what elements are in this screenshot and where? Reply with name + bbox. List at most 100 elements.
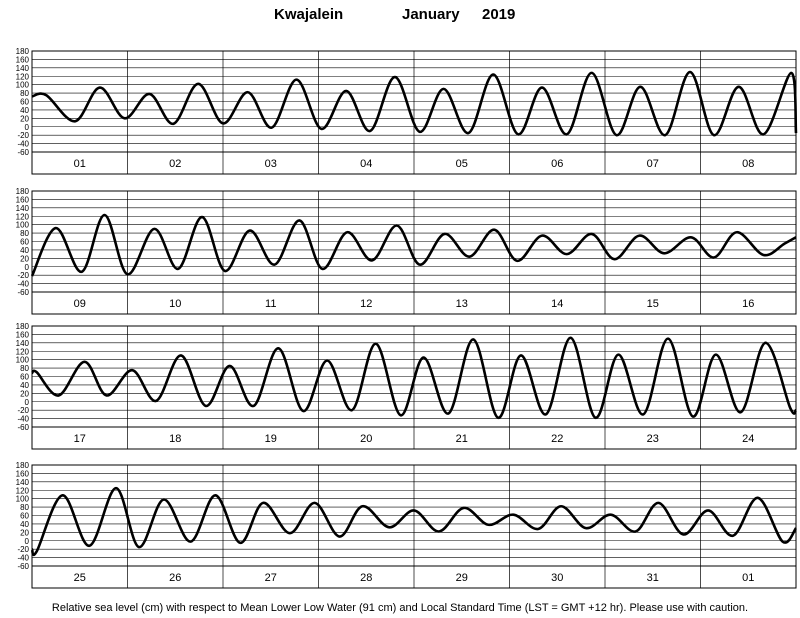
day-label: 11 (265, 298, 276, 310)
day-label-row (31, 151, 797, 175)
chart-title: Kwajalein January 2019 (0, 6, 800, 26)
y-tick-label: 180 (16, 322, 30, 331)
day-label: 24 (742, 433, 754, 445)
y-tick-label: 140 (16, 339, 30, 348)
y-tick-label: 40 (20, 381, 29, 390)
y-tick-label: -40 (17, 554, 29, 563)
y-tick-label: 120 (16, 212, 30, 221)
day-label: 16 (742, 298, 754, 310)
y-tick-label: 180 (16, 461, 30, 470)
y-tick-label: 160 (16, 195, 30, 204)
day-label: 22 (551, 433, 563, 445)
y-tick-label: 180 (16, 47, 30, 56)
day-label: 03 (265, 158, 277, 170)
y-tick-label: 20 (20, 389, 29, 398)
station-name: Kwajalein (274, 6, 344, 23)
y-tick-label: 140 (16, 204, 30, 213)
day-label-row (31, 426, 797, 450)
y-tick-label: 40 (20, 520, 29, 529)
day-label: 29 (456, 572, 468, 584)
y-tick-label: 100 (16, 356, 30, 365)
y-tick-label: 180 (16, 187, 30, 196)
tide-series-line (31, 336, 798, 420)
day-label: 27 (265, 572, 277, 584)
y-tick-label: 20 (20, 114, 29, 123)
day-label-row (31, 291, 797, 315)
day-label: 15 (647, 298, 659, 310)
y-tick-label: 60 (20, 98, 29, 107)
year-label: 2019 (482, 6, 516, 23)
day-label: 14 (551, 298, 563, 310)
y-tick-label: 120 (16, 72, 30, 81)
y-tick-label: 80 (20, 364, 29, 373)
y-tick-label: 60 (20, 238, 29, 247)
y-tick-label: 60 (20, 373, 29, 382)
y-tick-label: -40 (17, 415, 29, 424)
y-tick-label: 60 (20, 512, 29, 521)
day-label: 19 (265, 433, 277, 445)
day-label: 30 (551, 572, 563, 584)
y-tick-label: -40 (17, 280, 29, 289)
y-tick-label: 40 (20, 246, 29, 255)
y-tick-label: -60 (17, 562, 29, 571)
y-tick-label: -60 (17, 288, 29, 297)
y-tick-label: 160 (16, 55, 30, 64)
day-label: 23 (647, 433, 659, 445)
y-tick-label: -60 (17, 148, 29, 157)
y-tick-label: 40 (20, 106, 29, 115)
y-tick-label: 20 (20, 528, 29, 537)
y-tick-label: 160 (16, 469, 30, 478)
y-tick-label: 80 (20, 89, 29, 98)
day-label: 04 (360, 158, 372, 170)
tide-series-line (30, 213, 797, 277)
y-tick-label: 120 (16, 486, 30, 495)
y-tick-label: -60 (17, 423, 29, 432)
y-tick-label: 80 (20, 229, 29, 238)
day-label: 01 (74, 158, 86, 170)
y-tick-label: 0 (25, 398, 30, 407)
day-label: 13 (456, 298, 468, 310)
y-tick-label: 100 (16, 221, 30, 230)
y-tick-label: -20 (17, 131, 29, 140)
y-tick-label: 0 (25, 537, 30, 546)
y-tick-label: 0 (25, 123, 30, 132)
day-label: 06 (551, 158, 563, 170)
y-tick-label: 20 (20, 254, 29, 263)
tide-series-line (31, 70, 798, 137)
day-label: 28 (360, 572, 372, 584)
day-label: 21 (456, 433, 468, 445)
y-tick-label: -20 (17, 406, 29, 415)
y-tick-label: -20 (17, 545, 29, 554)
day-label: 10 (169, 298, 181, 310)
day-label: 25 (74, 572, 86, 584)
y-tick-label: 100 (16, 81, 30, 90)
y-tick-label: -40 (17, 140, 29, 149)
y-tick-label: -20 (17, 271, 29, 280)
y-tick-label: 140 (16, 478, 30, 487)
tide-series-line (30, 486, 798, 557)
day-label: 17 (74, 433, 86, 445)
day-label: 26 (169, 572, 181, 584)
day-label-row (31, 565, 797, 589)
day-label: 07 (647, 158, 659, 170)
y-tick-label: 0 (25, 263, 30, 272)
day-label: 12 (360, 298, 372, 310)
day-label: 02 (169, 158, 181, 170)
y-tick-label: 140 (16, 64, 30, 73)
month-label: January (402, 6, 460, 23)
day-label: 20 (360, 433, 372, 445)
day-label: 05 (456, 158, 468, 170)
y-tick-label: 100 (16, 495, 30, 504)
footer-note: Relative sea level (cm) with respect to … (51, 602, 749, 614)
day-label: 31 (647, 572, 659, 584)
day-label: 01 (742, 572, 754, 584)
day-label: 09 (74, 298, 86, 310)
y-tick-label: 160 (16, 330, 30, 339)
day-label: 08 (742, 158, 754, 170)
y-tick-label: 80 (20, 503, 29, 512)
